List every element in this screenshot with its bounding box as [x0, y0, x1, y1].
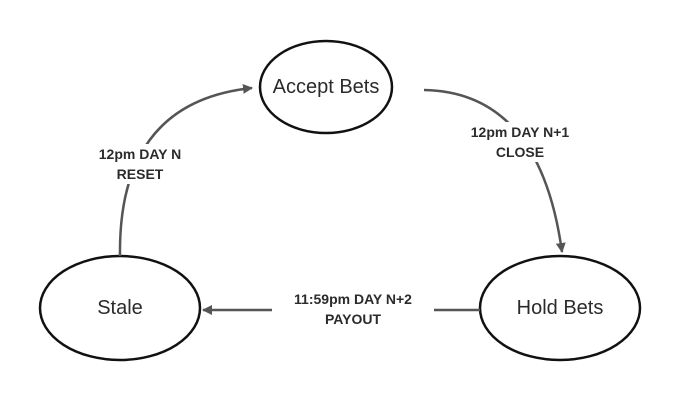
stale-node: Stale [40, 256, 200, 360]
reset-edge-time: 12pm DAY N [98, 146, 182, 162]
stale-label: Stale [97, 296, 143, 319]
accept-bets-label: Accept Bets [272, 75, 380, 98]
reset-edge-label: 12pm DAY N RESET [78, 144, 202, 184]
accept-bets-node-shape [258, 39, 394, 135]
reset-transition-arrow [118, 83, 253, 257]
close-edge-time: 12pm DAY N+1 [470, 124, 570, 140]
hold-bets-node: Hold Bets [480, 256, 640, 360]
reset-edge-action: RESET [116, 166, 164, 182]
accept-bets-node: Accept Bets [260, 41, 392, 133]
payout-edge-time: 11:59pm DAY N+2 [294, 291, 412, 307]
hold-bets-label: Hold Bets [516, 296, 604, 319]
hold-bets-node-shape [478, 254, 642, 362]
close-edge-action: CLOSE [495, 144, 545, 160]
close-edge-label: 12pm DAY N+1 CLOSE [450, 122, 590, 162]
payout-edge-label: 11:59pm DAY N+2 PAYOUT [272, 289, 434, 329]
close-transition-arrow [423, 88, 566, 253]
payout-edge-action: PAYOUT [324, 311, 381, 327]
